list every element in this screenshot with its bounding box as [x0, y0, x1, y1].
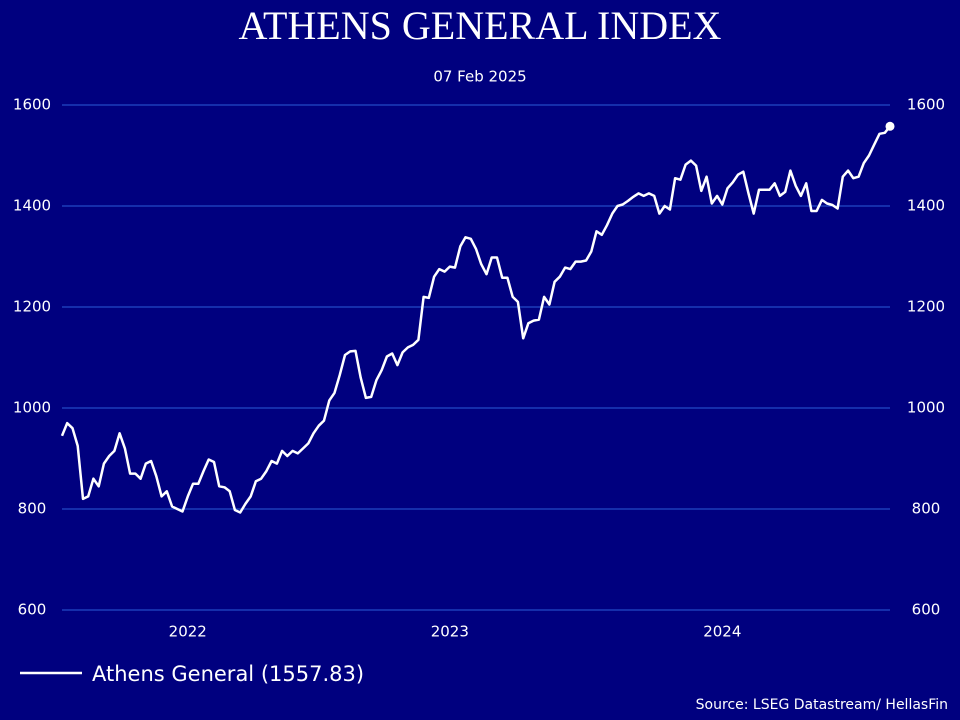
y2-tick-label: 800 — [912, 500, 941, 518]
y-tick-label: 600 — [18, 601, 47, 619]
y-tick-label: 1000 — [13, 399, 51, 417]
series-line — [60, 125, 891, 514]
y2-tick-label: 600 — [912, 601, 941, 619]
x-tick-label: 2024 — [703, 623, 741, 641]
x-tick-label: 2022 — [169, 623, 207, 641]
chart-title: ATHENS GENERAL INDEX — [239, 3, 722, 48]
source-note: Source: LSEG Datastream/ HellasFin — [696, 697, 948, 713]
y2-tick-label: 1600 — [907, 96, 945, 114]
chart-subtitle: 07 Feb 2025 — [433, 68, 526, 86]
x-tick-label: 2023 — [431, 623, 469, 641]
end-marker — [885, 121, 895, 131]
y-tick-label: 1200 — [13, 298, 51, 316]
y2-tick-label: 1400 — [907, 197, 945, 215]
y2-tick-label: 1200 — [907, 298, 945, 316]
y-tick-label: 800 — [18, 500, 47, 518]
legend-label: Athens General (1557.83) — [92, 662, 364, 686]
y-tick-label: 1400 — [13, 197, 51, 215]
y-tick-label: 1600 — [13, 96, 51, 114]
y2-tick-label: 1000 — [907, 399, 945, 417]
